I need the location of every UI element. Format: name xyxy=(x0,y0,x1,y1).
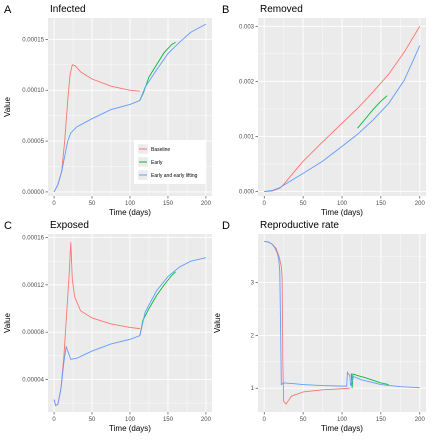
panel-title: Exposed xyxy=(50,220,89,231)
tick-label-x: 200 xyxy=(201,201,212,207)
tick-label-x: 150 xyxy=(163,201,174,207)
tick-label-x: 150 xyxy=(376,417,387,423)
x-axis-title: Time (days) xyxy=(321,208,363,217)
tick-label-y: 0.00008 xyxy=(22,330,44,336)
legend: Baseline Early Early and early lifting xyxy=(134,140,206,184)
series-line-baseline xyxy=(264,108,358,193)
tick-label-x: 50 xyxy=(89,201,96,207)
tick-label-y: 0.00015 xyxy=(22,37,44,43)
tick-label-x: 0 xyxy=(52,201,56,207)
tick-label-x: 100 xyxy=(125,201,136,207)
series-line-early-and-early-lifting xyxy=(264,45,421,193)
series-line-early xyxy=(357,95,388,129)
x-axis-title: Time (days) xyxy=(109,424,151,433)
tick-label-y: 0.003 xyxy=(239,24,255,30)
tick-label-y: 3 xyxy=(251,281,255,287)
tick-label-y: 0.00016 xyxy=(22,236,44,242)
panel-b: B Removed 0 50 100 150 200 0.000 0.001 0.002 0.003… xyxy=(222,4,426,217)
tick-label-y: 0.000 xyxy=(239,190,255,196)
tick-label-x: 0 xyxy=(263,201,267,207)
tick-label-y: 0.00004 xyxy=(22,377,44,383)
series-line-early-and-early-lifting xyxy=(53,23,207,193)
tick-label-y: 2 xyxy=(251,333,255,339)
series-line-early xyxy=(350,373,389,389)
tick-label-x: 200 xyxy=(201,417,212,423)
y-axis-title: Value xyxy=(213,313,222,333)
tick-label-x: 0 xyxy=(52,417,56,423)
panel-letter: D xyxy=(222,220,230,232)
panel-title: Reproductive rate xyxy=(260,220,339,231)
tick-label-y: 0.001 xyxy=(239,134,255,140)
x-axis-title: Time (days) xyxy=(109,208,151,217)
tick-label-x: 150 xyxy=(376,201,387,207)
x-axis-title: Time (days) xyxy=(321,424,363,433)
tick-label-x: 0 xyxy=(263,417,267,423)
tick-label-x: 50 xyxy=(89,417,96,423)
tick-label-y: 0.00005 xyxy=(22,139,44,145)
tick-label-x: 150 xyxy=(163,417,174,423)
panel-title: Infected xyxy=(50,4,86,15)
tick-label-y: 0.00000 xyxy=(22,190,44,196)
panel-a: A Infected 0 50 100 150 200 0.00000 0.00005 0.000… xyxy=(3,4,212,217)
tick-label-x: 200 xyxy=(415,417,426,423)
legend-label: Baseline xyxy=(151,147,170,153)
tick-label-y: 0.00012 xyxy=(22,283,44,289)
panel-letter: A xyxy=(4,4,12,16)
panel-title: Removed xyxy=(260,4,303,15)
legend-label: Early xyxy=(151,160,163,166)
series-line-early-and-early-lifting xyxy=(53,257,207,407)
y-axis-title: Value xyxy=(3,313,12,333)
tick-label-x: 100 xyxy=(125,417,136,423)
tick-label-x: 100 xyxy=(337,201,348,207)
tick-label-y: 1 xyxy=(251,386,255,392)
tick-label-y: 0.00010 xyxy=(22,88,44,94)
panel-d: D Reproductive rate 0 50 100 150 200 1 2 3 Time (d… xyxy=(213,220,426,433)
legend-label: Early and early lifting xyxy=(151,173,198,179)
series-line-early-and-early-lifting xyxy=(264,240,420,389)
tick-label-x: 50 xyxy=(300,201,307,207)
y-axis-title: Value xyxy=(3,97,12,117)
tick-label-x: 200 xyxy=(415,201,426,207)
tick-label-y: 0.002 xyxy=(239,79,255,85)
tick-label-x: 100 xyxy=(337,417,348,423)
series-line-early xyxy=(139,42,176,101)
panel-c: C Exposed 0 50 100 150 200 0.00004 0.00008 0.0001… xyxy=(3,220,212,433)
tick-label-x: 50 xyxy=(300,417,307,423)
panel-letter: B xyxy=(222,4,229,16)
series-line-baseline xyxy=(357,26,421,109)
panel-letter: C xyxy=(4,220,12,232)
